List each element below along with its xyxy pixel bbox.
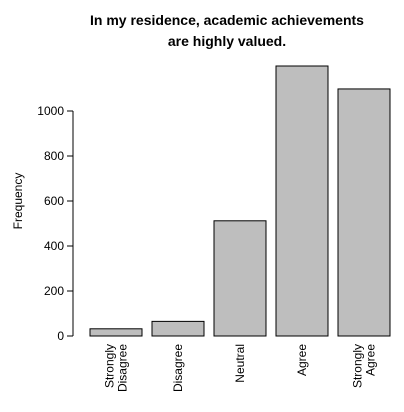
- x-category-label-line: Strongly: [103, 344, 117, 388]
- x-category-label: Disagree: [171, 344, 185, 392]
- x-axis-labels: Strongly Disagree Disagree Neutral Agree Stro…: [103, 344, 378, 392]
- x-category-label-line: Neutral: [233, 344, 247, 383]
- x-category-label-line: Strongly: [351, 344, 365, 388]
- bar: [151, 320, 205, 337]
- x-category-label: Strongly Disagree: [103, 344, 130, 392]
- y-tick-label: 600: [44, 194, 64, 208]
- y-tick-label: 400: [44, 239, 64, 253]
- y-tick-label: 800: [44, 149, 64, 163]
- bar: [275, 65, 329, 337]
- x-category-label-line: Disagree: [171, 344, 185, 392]
- bar: [337, 88, 391, 337]
- x-category-label-line: Agree: [295, 344, 309, 376]
- chart-title-line-1: In my residence, academic achievements: [90, 12, 364, 28]
- y-tick-label: 200: [44, 284, 64, 298]
- bar: [89, 328, 143, 337]
- y-axis: 0 200 400 600 800 1000: [37, 104, 74, 343]
- x-category-label-line: Agree: [364, 344, 378, 376]
- y-tick-label: 1000: [37, 104, 64, 118]
- x-category-label: Strongly Agree: [351, 344, 378, 388]
- chart-title-line-2: are highly valued.: [168, 33, 286, 49]
- x-category-label: Agree: [295, 344, 309, 376]
- x-category-label: Neutral: [233, 344, 247, 383]
- bars: [89, 65, 391, 337]
- y-tick-label: 0: [57, 329, 64, 343]
- x-category-label-line: Disagree: [116, 344, 130, 392]
- bar: [213, 220, 267, 337]
- y-axis-label: Frequency: [11, 173, 25, 230]
